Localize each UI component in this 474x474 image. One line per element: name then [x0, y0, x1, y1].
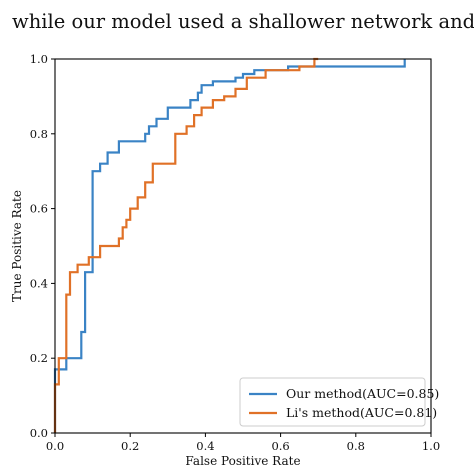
y-tick-label: 0.0 [30, 426, 48, 440]
x-tick-label: 0.6 [271, 439, 289, 453]
y-tick-label: 0.4 [30, 276, 48, 290]
legend-label-our-method: Our method(AUC=0.85) [286, 386, 439, 401]
axis-ticks: 0.0 0.2 0.4 0.6 0.8 1.0 0.0 0.2 0.4 0.6 0.8 1.0 [30, 52, 440, 453]
legend-box [239, 377, 426, 427]
legend-label-lis-method: Li's method(AUC=0.81) [286, 405, 437, 420]
series-layer [53, 57, 406, 433]
y-tick-label: 1.0 [30, 52, 48, 66]
roc-curve-our-method [53, 59, 406, 433]
x-tick-label: 0.8 [347, 439, 365, 453]
x-tick-label: 0.2 [121, 439, 139, 453]
caption-line: while our model used a shallower network… [12, 10, 474, 33]
x-tick-label: 0.0 [46, 439, 64, 453]
roc-curve-lis-method [53, 57, 319, 433]
y-tick-label: 0.6 [30, 202, 48, 216]
legend: Our method(AUC=0.85) Li's method(AUC=0.8… [239, 377, 439, 427]
x-axis-title: False Positive Rate [185, 454, 300, 468]
y-tick-label: 0.8 [30, 127, 48, 141]
x-tick-label: 1.0 [422, 439, 440, 453]
plot-frame [54, 58, 432, 434]
y-tick-label: 0.2 [30, 351, 48, 365]
x-tick-label: 0.4 [196, 439, 214, 453]
y-axis-title: True Positive Rate [10, 190, 24, 302]
figure-caption: while our model used a shallower network… [0, 0, 474, 36]
